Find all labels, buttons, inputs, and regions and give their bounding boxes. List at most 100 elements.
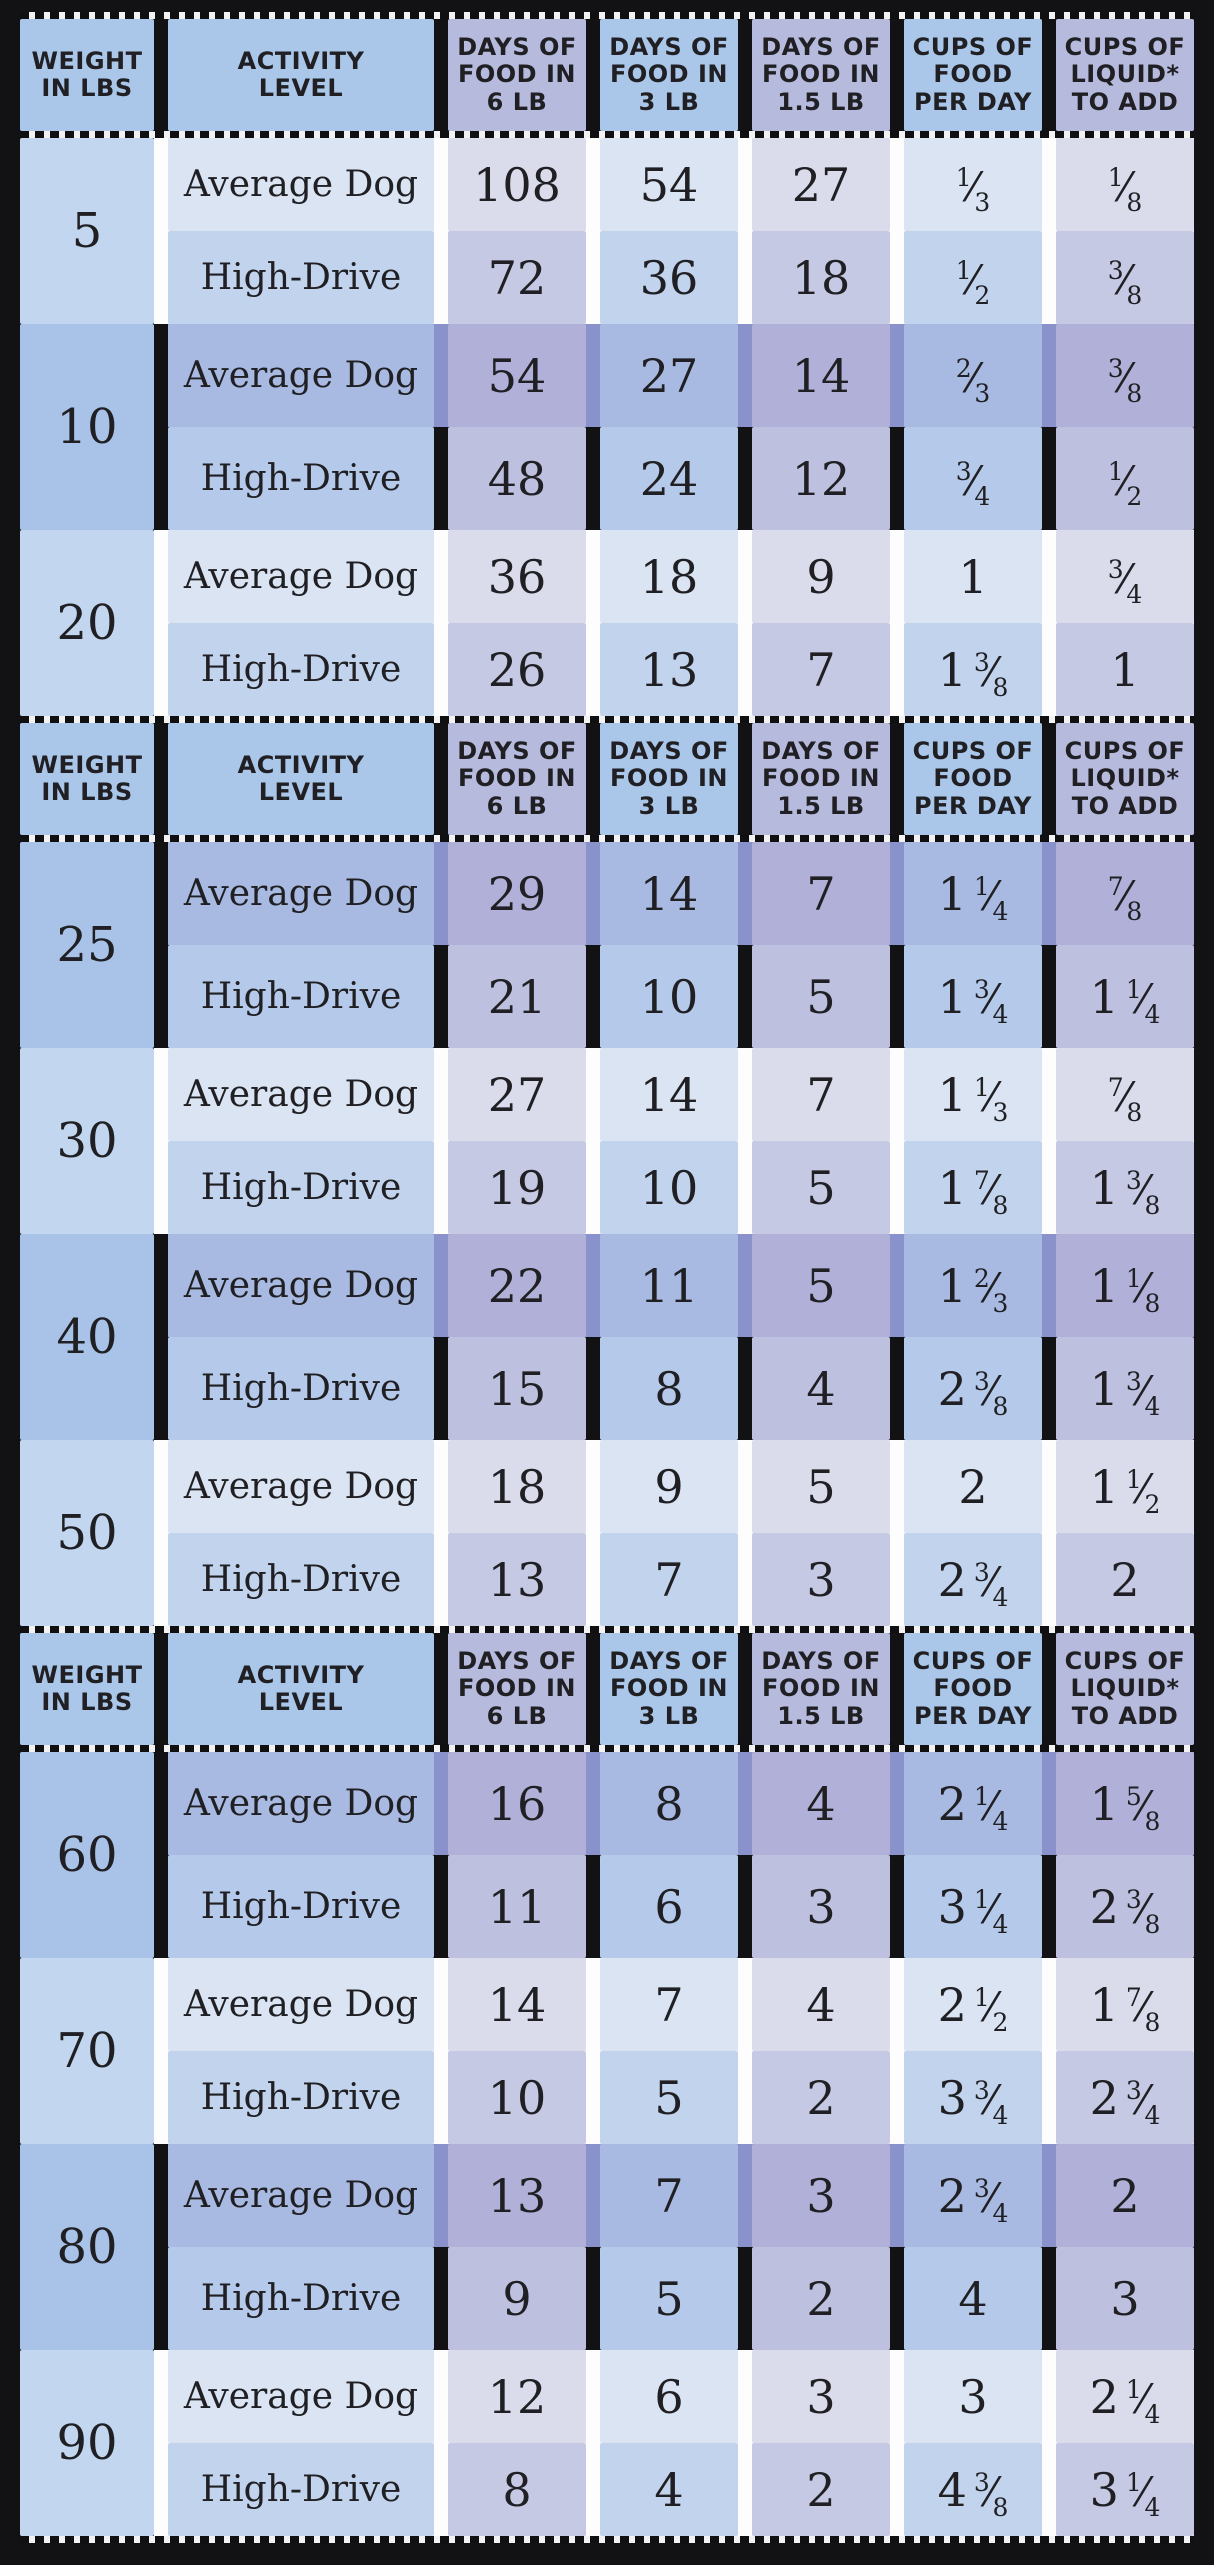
activity-cell: High-Drive	[168, 2443, 434, 2536]
header-cell: CUPS OF LIQUID* TO ADD	[1056, 19, 1194, 131]
value-cell: 6	[600, 2350, 738, 2443]
value-cell: 72	[448, 231, 586, 324]
header-cell-weight: WEIGHT IN LBS	[20, 1633, 154, 1745]
weight-cell: 80	[20, 2144, 154, 2350]
value-cell: 4	[752, 1958, 890, 2051]
group-rows: Average Dog 22 11 5 1 2⁄3 1 1⁄8 High-Drive 15 8 4 2 3…	[168, 1234, 1194, 1440]
value-cell: 7	[600, 2144, 738, 2247]
table-row: Average Dog 22 11 5 1 2⁄3 1 1⁄8	[168, 1234, 1194, 1337]
value-cell: 2	[1056, 2144, 1194, 2247]
table-row: Average Dog 18 9 5 2 1 1⁄2	[168, 1440, 1194, 1533]
value-cell: 1 2⁄3	[904, 1234, 1042, 1337]
header-row: WEIGHT IN LBS ACTIVITY LEVEL DAYS OF FOOD …	[20, 19, 1194, 131]
value-cell: 1 1⁄4	[1056, 945, 1194, 1048]
group-rows: Average Dog 13 7 3 2 3⁄4 2 High-Drive 9 5 2 4 3	[168, 2144, 1194, 2350]
value-cell: 2	[904, 1440, 1042, 1533]
value-cell: 19	[448, 1141, 586, 1234]
value-cell: 3	[904, 2350, 1042, 2443]
table-row: High-Drive 15 8 4 2 3⁄8 1 3⁄4	[168, 1337, 1194, 1440]
value-cell: 22	[448, 1234, 586, 1337]
weight-group: 60 Average Dog 16 8 4 2 1⁄4 1 5⁄8 High-Drive 11 6 3 3…	[20, 1752, 1194, 1958]
value-cell: 1 5⁄8	[1056, 1752, 1194, 1855]
value-cell: 1 3⁄4	[904, 945, 1042, 1048]
value-cell: 26	[448, 623, 586, 716]
header-cell: DAYS OF FOOD IN 3 LB	[600, 1633, 738, 1745]
value-cell: 7⁄8	[1056, 842, 1194, 945]
header-cell: CUPS OF FOOD PER DAY	[904, 1633, 1042, 1745]
value-cell: 5	[752, 1440, 890, 1533]
weight-group: 25 Average Dog 29 14 7 1 1⁄4 7⁄8 High-Drive 21 10 5…	[20, 842, 1194, 1048]
value-cell: 1	[904, 530, 1042, 623]
value-cell: 2 3⁄4	[904, 1533, 1042, 1626]
table-row: Average Dog 13 7 3 2 3⁄4 2	[168, 2144, 1194, 2247]
perforation-divider	[20, 1745, 1194, 1752]
value-cell: 3 1⁄4	[1056, 2443, 1194, 2536]
weight-cell: 20	[20, 530, 154, 716]
column-gap	[154, 19, 168, 131]
value-cell: 2	[752, 2247, 890, 2350]
value-cell: 1 7⁄8	[904, 1141, 1042, 1234]
value-cell: 2 3⁄4	[904, 2144, 1042, 2247]
value-cell: 15	[448, 1337, 586, 1440]
activity-cell: Average Dog	[168, 530, 434, 623]
value-cell: 21	[448, 945, 586, 1048]
header-cell-weight: WEIGHT IN LBS	[20, 19, 154, 131]
perforation-divider	[20, 131, 1194, 138]
table-row: High-Drive 19 10 5 1 7⁄8 1 3⁄8	[168, 1141, 1194, 1234]
header-cell: DAYS OF FOOD IN 6 LB	[448, 723, 586, 835]
weight-cell: 60	[20, 1752, 154, 1958]
perforation-divider	[20, 1626, 1194, 1633]
value-cell: 7⁄8	[1056, 1048, 1194, 1141]
activity-cell: High-Drive	[168, 2051, 434, 2144]
weight-group: 90 Average Dog 12 6 3 3 2 1⁄4 High-Drive 8 4 2 4 3⁄8 3…	[20, 2350, 1194, 2536]
header-cell: DAYS OF FOOD IN 6 LB	[448, 19, 586, 131]
weight-group: 70 Average Dog 14 7 4 2 1⁄2 1 7⁄8 High-Drive 10 5 2 3…	[20, 1958, 1194, 2144]
group-rows: Average Dog 12 6 3 3 2 1⁄4 High-Drive 8 4 2 4 3⁄8 3 1⁄…	[168, 2350, 1194, 2536]
value-cell: 7	[752, 623, 890, 716]
table-row: High-Drive 21 10 5 1 3⁄4 1 1⁄4	[168, 945, 1194, 1048]
value-cell: 11	[448, 1855, 586, 1958]
weight-cell: 70	[20, 1958, 154, 2144]
table-row: High-Drive 26 13 7 1 3⁄8 1	[168, 623, 1194, 716]
value-cell: 1 3⁄8	[1056, 1141, 1194, 1234]
table-row: Average Dog 14 7 4 2 1⁄2 1 7⁄8	[168, 1958, 1194, 2051]
value-cell: 1	[1056, 623, 1194, 716]
activity-cell: Average Dog	[168, 1958, 434, 2051]
weight-group: 20 Average Dog 36 18 9 1 3⁄4 High-Drive 26 13 7 1 3⁄…	[20, 530, 1194, 716]
group-rows: Average Dog 18 9 5 2 1 1⁄2 High-Drive 13 7 3 2 3⁄4 2	[168, 1440, 1194, 1626]
value-cell: 4	[752, 1337, 890, 1440]
header-cell: DAYS OF FOOD IN 1.5 LB	[752, 19, 890, 131]
weight-cell: 25	[20, 842, 154, 1048]
activity-cell: High-Drive	[168, 1533, 434, 1626]
column-gap	[154, 1958, 168, 2144]
value-cell: 18	[600, 530, 738, 623]
value-cell: 7	[600, 1958, 738, 2051]
value-cell: 6	[600, 1855, 738, 1958]
value-cell: 2⁄3	[904, 324, 1042, 427]
value-cell: 108	[448, 138, 586, 231]
table-row: High-Drive 48 24 12 3⁄4 1⁄2	[168, 427, 1194, 530]
value-cell: 36	[448, 530, 586, 623]
value-cell: 12	[752, 427, 890, 530]
value-cell: 7	[600, 1533, 738, 1626]
weight-cell: 50	[20, 1440, 154, 1626]
value-cell: 2	[1056, 1533, 1194, 1626]
header-grid: ACTIVITY LEVEL DAYS OF FOOD IN 6 LB DAYS O…	[168, 19, 1194, 131]
column-gap	[154, 138, 168, 324]
value-cell: 1⁄2	[904, 231, 1042, 324]
header-grid: ACTIVITY LEVEL DAYS OF FOOD IN 6 LB DAYS O…	[168, 723, 1194, 835]
group-rows: Average Dog 16 8 4 2 1⁄4 1 5⁄8 High-Drive 11 6 3 3 1⁄…	[168, 1752, 1194, 1958]
value-cell: 13	[600, 623, 738, 716]
value-cell: 3 3⁄4	[904, 2051, 1042, 2144]
column-gap	[154, 1234, 168, 1440]
value-cell: 2 3⁄8	[904, 1337, 1042, 1440]
weight-group: 40 Average Dog 22 11 5 1 2⁄3 1 1⁄8 High-Drive 15 8 4…	[20, 1234, 1194, 1440]
value-cell: 2	[752, 2051, 890, 2144]
value-cell: 5	[752, 945, 890, 1048]
group-rows: Average Dog 27 14 7 1 1⁄3 7⁄8 High-Drive 19 10 5 1 7…	[168, 1048, 1194, 1234]
table-row: High-Drive 72 36 18 1⁄2 3⁄8	[168, 231, 1194, 324]
header-cell: CUPS OF FOOD PER DAY	[904, 723, 1042, 835]
value-cell: 9	[448, 2247, 586, 2350]
value-cell: 8	[600, 1337, 738, 1440]
